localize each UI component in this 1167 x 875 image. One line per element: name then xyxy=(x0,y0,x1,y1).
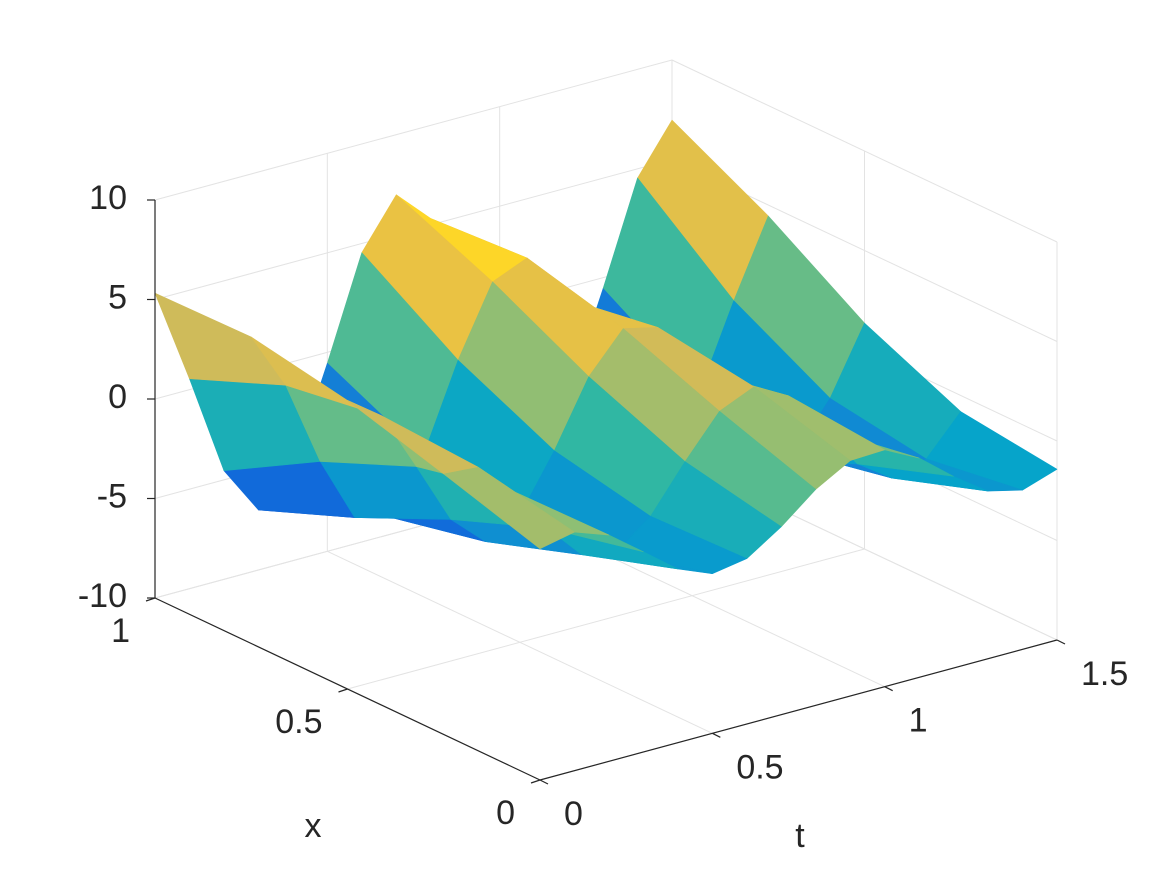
z-tick-label: -10 xyxy=(78,577,127,615)
x-tick-label: 0.5 xyxy=(275,703,322,741)
t-axis-label: t xyxy=(795,817,805,855)
tick-mark xyxy=(530,779,541,784)
t-tick-label: 0 xyxy=(564,795,583,833)
surface-patch xyxy=(443,466,575,550)
z-tick-label: 0 xyxy=(108,378,127,416)
t-tick-label: 1 xyxy=(909,702,928,740)
t-tick-label: 0.5 xyxy=(736,748,783,786)
grid-line xyxy=(154,59,673,201)
x-tick-label: 0 xyxy=(496,794,515,832)
grid-line xyxy=(327,550,713,734)
tick-mark xyxy=(539,779,549,785)
tick-mark xyxy=(712,732,721,738)
tick-mark xyxy=(338,688,348,693)
grid-line xyxy=(347,548,865,690)
z-tick-label: 5 xyxy=(108,278,127,316)
x-tick-label: 1 xyxy=(111,612,130,650)
x-axis-label: x xyxy=(305,807,322,845)
z-tick-label: 10 xyxy=(89,179,127,217)
grid-line xyxy=(671,59,1058,243)
t-tick-label: 1.5 xyxy=(1081,655,1128,693)
tick-mark xyxy=(1056,639,1066,645)
tick-mark xyxy=(145,597,156,602)
tick-mark xyxy=(884,686,893,692)
t-axis xyxy=(539,639,1058,781)
z-tick-label: -5 xyxy=(97,477,127,515)
